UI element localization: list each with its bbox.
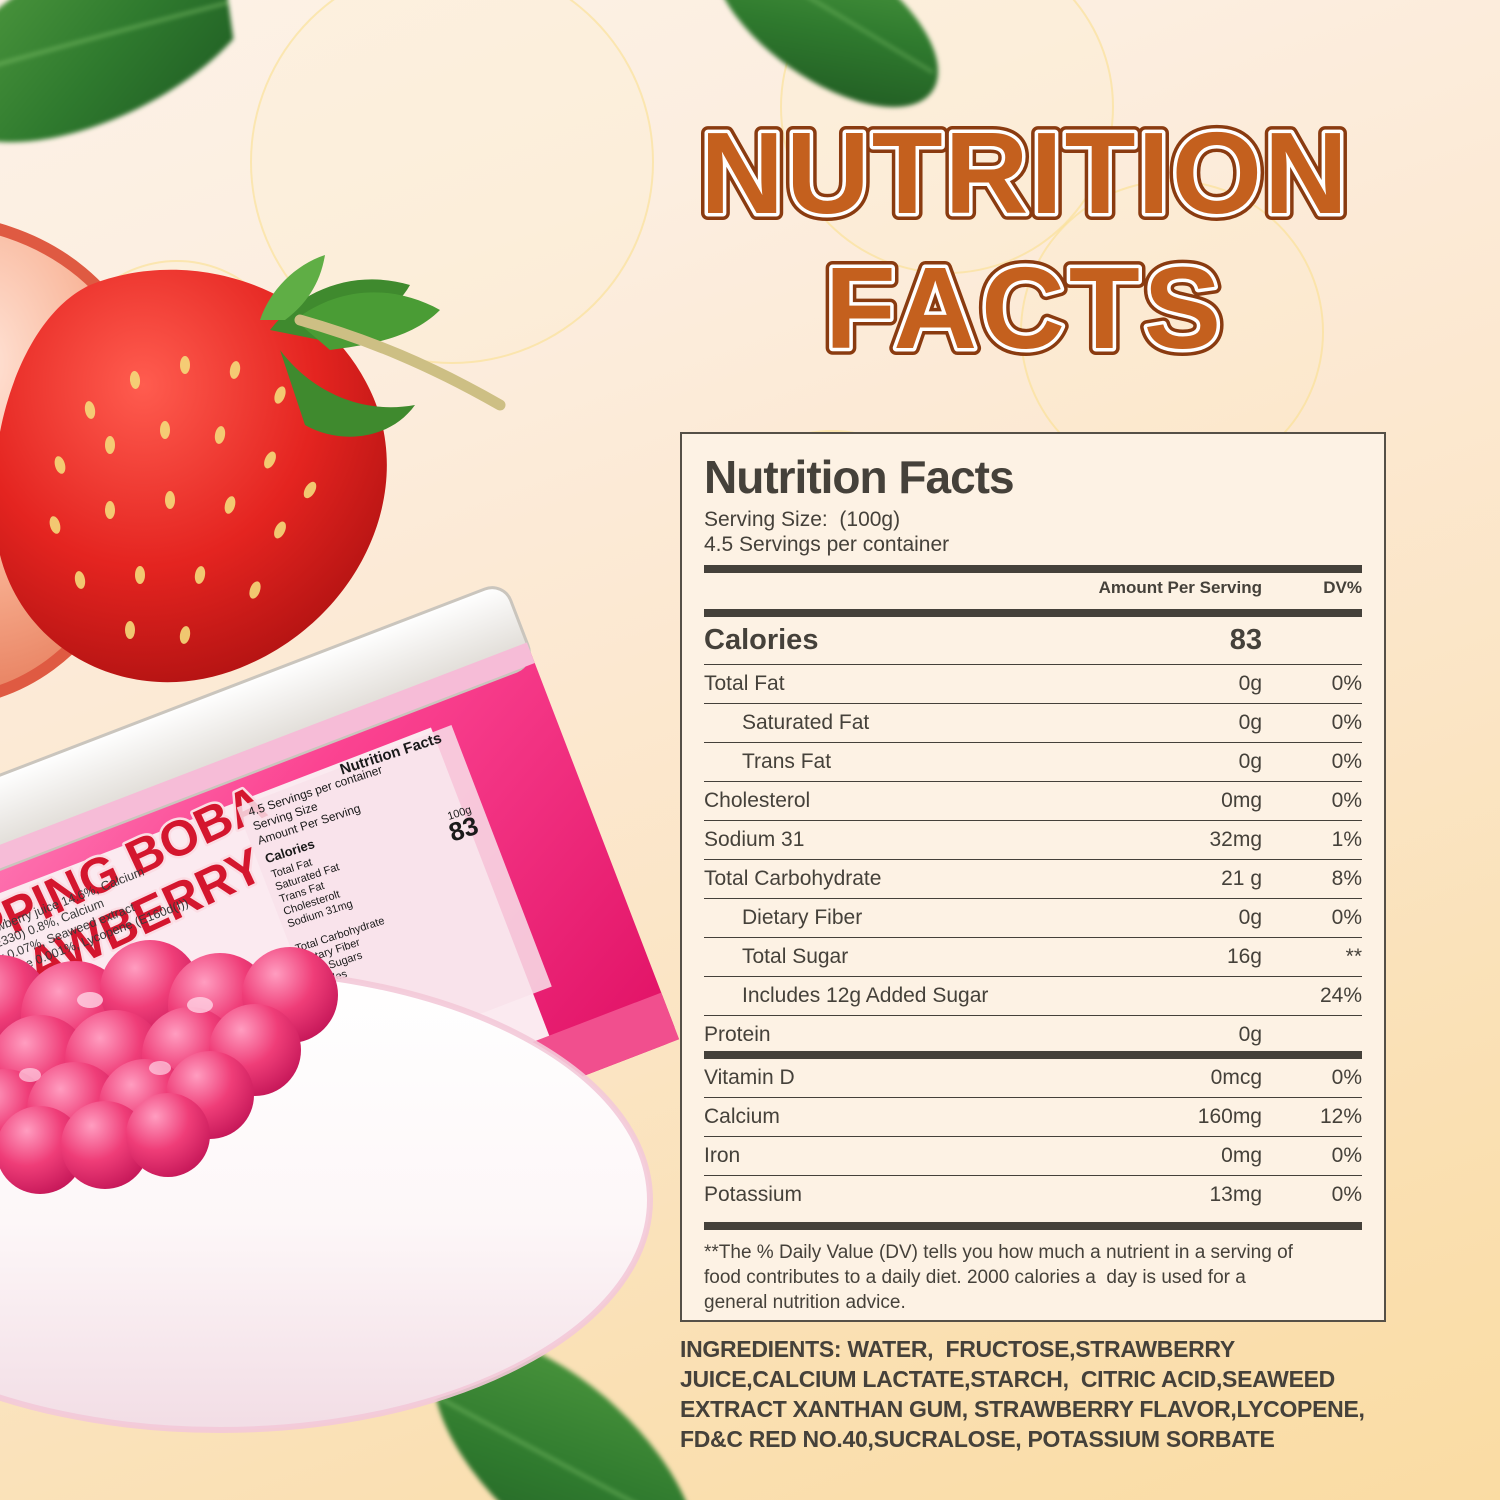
svg-text:NUTRITION: NUTRITION (700, 108, 1350, 238)
svg-text:FACTS: FACTS (825, 243, 1225, 373)
